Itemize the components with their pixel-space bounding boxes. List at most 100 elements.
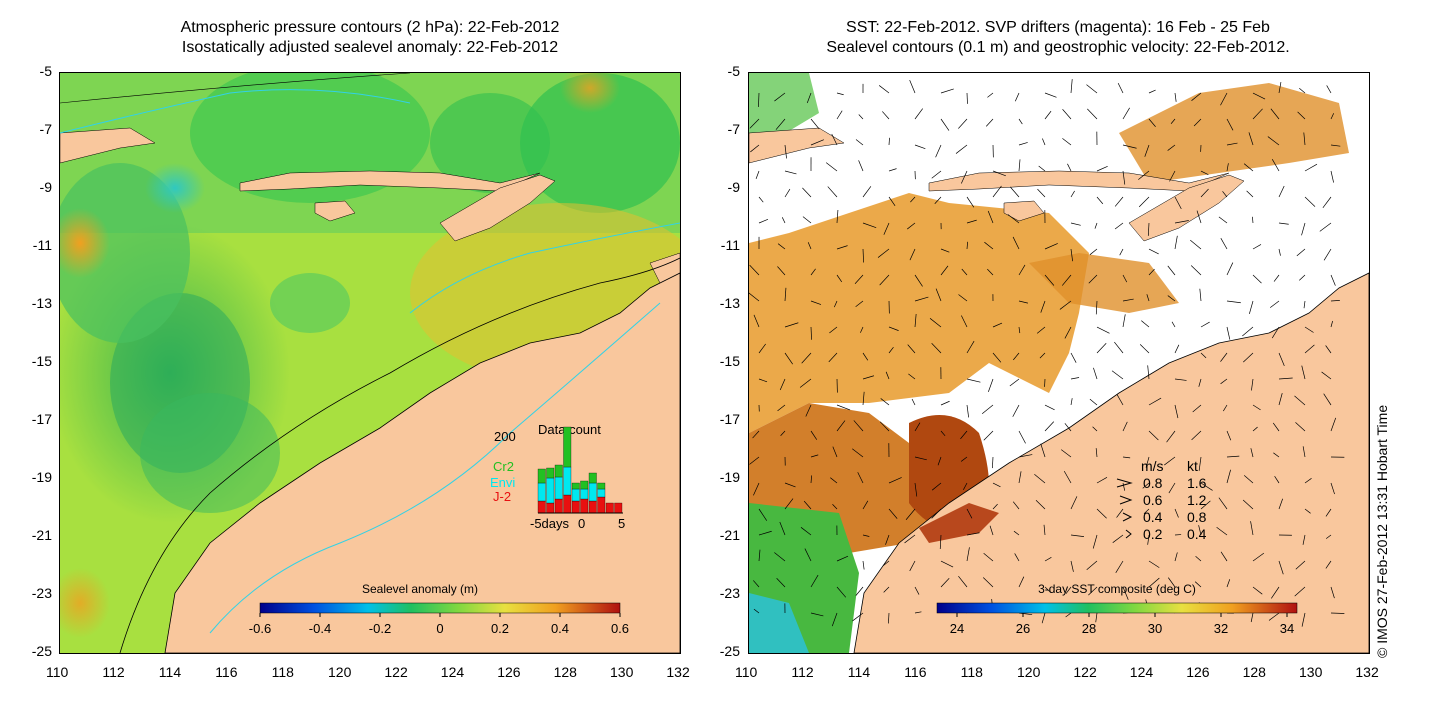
velocity-arrow [931,170,942,179]
velocity-arrow [1122,107,1130,120]
velocity-arrow [1278,222,1289,225]
velocity-arrow [810,612,824,617]
velocity-arrow [1070,79,1073,94]
velocity-arrow [1096,196,1104,205]
velocity-arrow [1040,300,1046,313]
velocity-arrow [1139,344,1150,354]
velocity-arrow [1168,482,1176,494]
right-colorbar-tick-label: 30 [1148,621,1162,636]
velocity-arrow [784,144,787,159]
velocity-arrow [914,422,921,432]
velocity-arrow [1323,393,1332,406]
velocity-arrow [1170,118,1176,124]
velocity-arrow [1070,398,1073,406]
velocity-arrow [1278,81,1282,94]
velocity-arrow [781,217,786,224]
velocity-arrow [831,133,838,146]
velocity-arrow [961,268,968,276]
velocity-arrow [1269,300,1280,308]
right-title-line2: Sealevel contours (0.1 m) and geostrophi… [826,39,1290,56]
velocity-arrow [1323,248,1332,261]
velocity-arrow [1086,84,1098,94]
velocity-arrow [1218,497,1228,510]
velocity-arrow [862,534,870,537]
velocity-arrow [1226,118,1234,131]
velocity-arrow [1138,196,1150,208]
velocity-arrow [1326,85,1332,94]
velocity-arrow [1216,526,1228,536]
velocity-arrow [1226,579,1231,588]
data-count-bar [571,488,580,502]
velocity-arrow [1037,188,1046,198]
left-lat-tick: -17 [31,411,52,427]
velocity-arrow [862,352,869,361]
velocity-arrow [987,210,994,224]
velocity-arrow [883,222,890,235]
velocity-arrow [885,371,890,380]
velocity-arrow [935,288,942,302]
velocity-legend-arrow [1125,529,1132,539]
velocity-arrow [1200,352,1207,359]
velocity-arrow [1220,378,1228,385]
left-map-title: Atmospheric pressure contours (2 hPa): 2… [60,18,680,58]
velocity-arrow [749,118,760,129]
right-lon-tick: 128 [1242,664,1266,680]
velocity-arrow [810,139,824,146]
velocity-arrow [1200,188,1209,198]
velocity-arrow [860,326,864,333]
velocity-arrow [852,448,864,458]
velocity-arrow [758,508,768,521]
velocity-arrow [1089,398,1098,406]
right-lat-tick: -19 [719,469,740,485]
velocity-arrow [1304,163,1318,172]
velocity-arrow [1222,191,1228,198]
velocity-legend-ms: 0.6 [1143,492,1163,508]
velocity-arrow [1190,239,1202,250]
velocity-arrow [914,144,926,149]
velocity-arrow [1226,142,1238,146]
velocity-arrow [1295,560,1306,570]
velocity-arrow [1252,216,1254,224]
velocity-arrow [810,118,820,130]
velocity-arrow [1070,560,1074,572]
velocity-arrow [1174,92,1177,102]
velocity-arrow [1112,534,1124,543]
velocity-arrow [1252,108,1263,120]
velocity-arrow [1299,274,1306,281]
left-lon-tick: 112 [102,664,125,680]
velocity-arrow [888,168,897,172]
left-lat-tick: -11 [32,237,52,253]
left-lat-tick: -21 [31,527,52,543]
velocity-arrow [1012,236,1020,250]
velocity-arrow [878,85,890,94]
velocity-arrow [882,111,890,120]
velocity-arrow [774,92,786,102]
left-map-panel: 200 Data count Cr2 Envi J-2 -5days 0 5 S… [59,72,681,654]
velocity-arrow [774,552,786,562]
velocity-arrow [1220,551,1228,562]
velocity-arrow [1012,501,1020,510]
velocity-arrow [989,525,994,536]
data-count-x-mid: 0 [578,516,585,531]
data-count-inset: 200 Data count Cr2 Envi J-2 -5days 0 5 [490,422,625,531]
velocity-arrow [888,137,890,146]
velocity-arrow [1018,454,1033,458]
velocity-arrow [749,264,760,276]
velocity-arrow [1252,586,1263,595]
velocity-arrow [1122,421,1128,432]
data-count-bar [588,472,597,484]
velocity-arrow [1297,111,1306,120]
velocity-legend-ms: 0.2 [1143,526,1163,542]
velocity-arrow [940,578,950,588]
velocity-arrow [1148,89,1156,94]
velocity-arrow [1304,478,1312,484]
velocity-arrow [983,553,994,562]
velocity-arrow [1174,196,1182,210]
left-title-line1: Atmospheric pressure contours (2 hPa): 2… [180,19,560,36]
velocity-arrow [1226,430,1232,441]
left-title-line2: Isostatically adjusted sealevel anomaly:… [181,39,559,56]
right-lon-tick: 130 [1299,664,1323,680]
velocity-arrow [1038,165,1046,172]
velocity-arrow [1018,142,1028,146]
velocity-arrow [1325,345,1332,354]
